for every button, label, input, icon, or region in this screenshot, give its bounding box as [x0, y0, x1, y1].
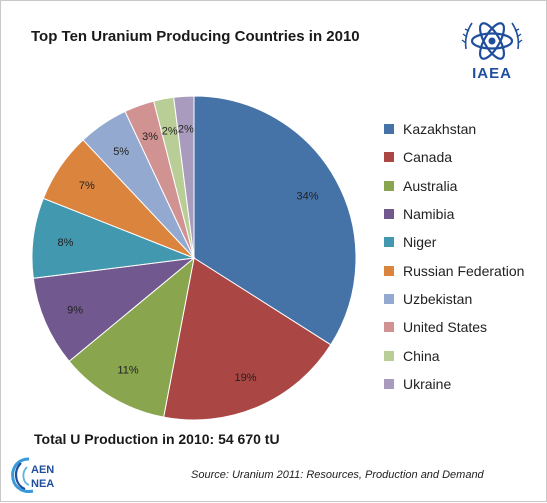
legend-label: China — [403, 348, 440, 364]
legend-item: China — [384, 341, 524, 369]
pie-slice-label: 8% — [57, 237, 73, 249]
legend-label: United States — [403, 319, 487, 335]
legend-item: Australia — [384, 172, 524, 200]
pie-slice-label: 3% — [142, 131, 158, 143]
legend-item: Ukraine — [384, 370, 524, 398]
legend-label: Niger — [403, 234, 436, 250]
legend-label: Canada — [403, 149, 452, 165]
legend-item: Niger — [384, 228, 524, 256]
total-production: Total U Production in 2010: 54 670 tU — [34, 431, 280, 447]
legend-item: United States — [384, 313, 524, 341]
chart-legend: Kazakhstan Canada Australia Namibia Niger Rus… — [384, 115, 524, 398]
legend-label: Kazakhstan — [403, 121, 476, 137]
legend-swatch — [384, 209, 394, 219]
pie-slice-label: 9% — [67, 304, 83, 316]
legend-label: Namibia — [403, 206, 454, 222]
legend-label: Russian Federation — [403, 263, 524, 279]
nea-logo-text-bottom: NEA — [31, 478, 54, 490]
pie-slice-label: 5% — [113, 146, 129, 158]
pie-slice-label: 19% — [234, 372, 256, 384]
nea-logo-text-top: AEN — [31, 464, 54, 476]
legend-swatch — [384, 124, 394, 134]
legend-label: Australia — [403, 178, 457, 194]
legend-item: Uzbekistan — [384, 285, 524, 313]
legend-item: Kazakhstan — [384, 115, 524, 143]
pie-slice-label: 2% — [178, 124, 194, 136]
legend-swatch — [384, 237, 394, 247]
pie-slice-label: 34% — [297, 191, 319, 203]
source-note: Source: Uranium 2011: Resources, Product… — [191, 469, 484, 481]
pie-slice-label: 11% — [117, 365, 138, 377]
legend-label: Uzbekistan — [403, 291, 472, 307]
legend-swatch — [384, 181, 394, 191]
legend-swatch — [384, 152, 394, 162]
legend-swatch — [384, 322, 394, 332]
pie-slice-label: 2% — [162, 126, 178, 138]
legend-item: Namibia — [384, 200, 524, 228]
legend-item: Russian Federation — [384, 256, 524, 284]
legend-label: Ukraine — [403, 376, 451, 392]
legend-item: Canada — [384, 143, 524, 171]
pie-slices — [32, 96, 356, 420]
legend-swatch — [384, 266, 394, 276]
pie-slice-label: 7% — [79, 180, 95, 192]
legend-swatch — [384, 294, 394, 304]
legend-swatch — [384, 351, 394, 361]
legend-swatch — [384, 379, 394, 389]
